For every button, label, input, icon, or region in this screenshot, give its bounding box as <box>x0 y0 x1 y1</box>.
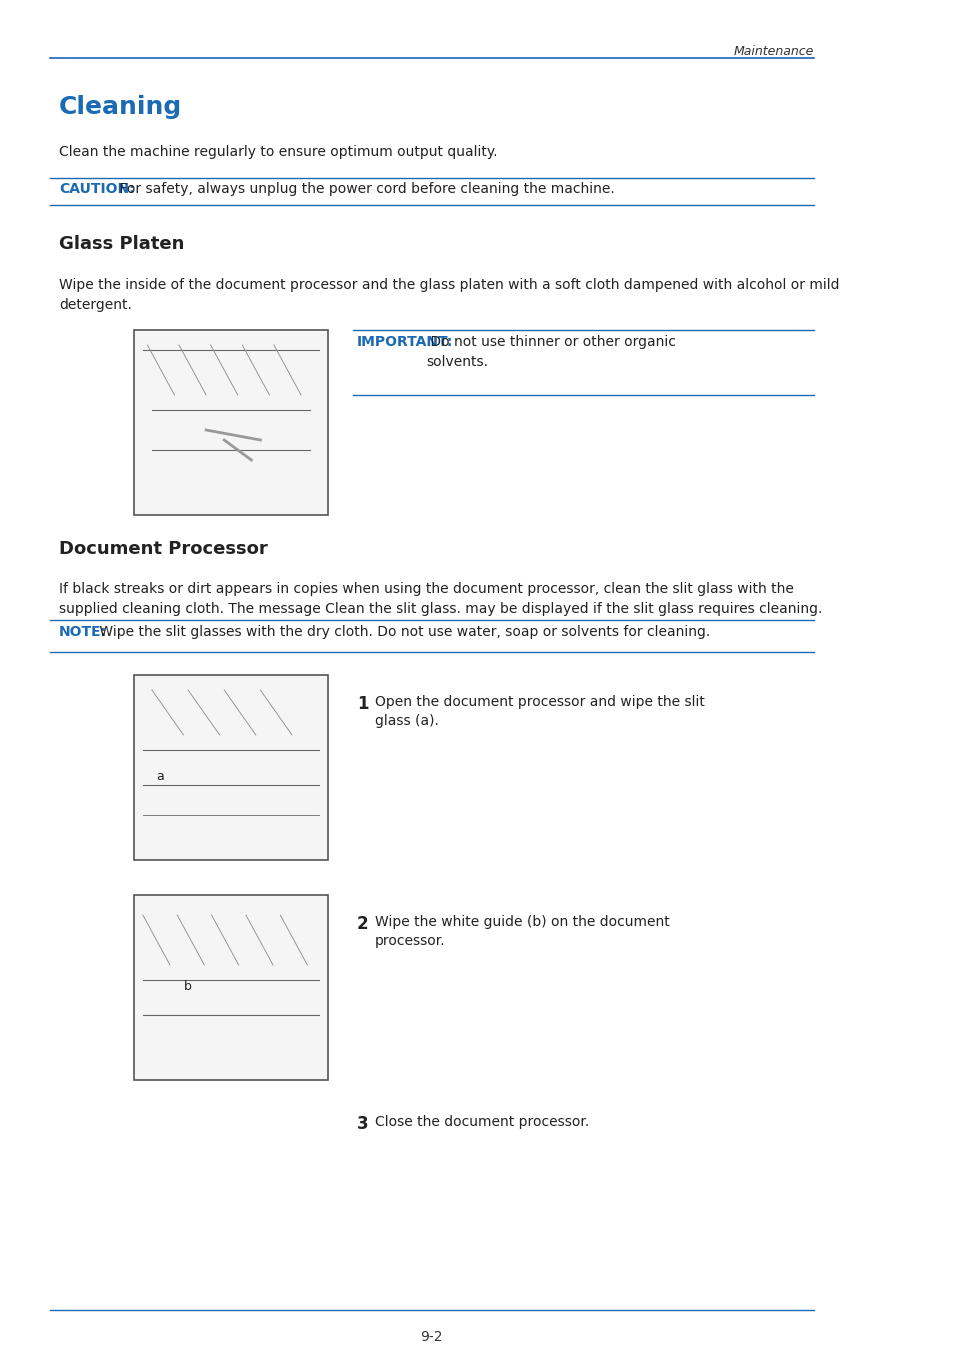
Text: 3: 3 <box>356 1115 369 1133</box>
Text: Cleaning: Cleaning <box>59 95 182 119</box>
Text: Clean the machine regularly to ensure optimum output quality.: Clean the machine regularly to ensure op… <box>59 144 497 159</box>
Bar <box>133 675 328 860</box>
Text: b: b <box>183 980 192 994</box>
Text: Open the document processor and wipe the slit
glass (a).: Open the document processor and wipe the… <box>375 695 704 729</box>
Text: Wipe the inside of the document processor and the glass platen with a soft cloth: Wipe the inside of the document processo… <box>59 278 839 312</box>
Text: Wipe the white guide (b) on the document
processor.: Wipe the white guide (b) on the document… <box>375 915 669 949</box>
Text: Do not use thinner or other organic
solvents.: Do not use thinner or other organic solv… <box>425 335 675 369</box>
Text: NOTE:: NOTE: <box>59 625 107 639</box>
Text: a: a <box>156 769 164 783</box>
Text: CAUTION:: CAUTION: <box>59 182 134 196</box>
Text: 2: 2 <box>356 915 369 933</box>
Text: Glass Platen: Glass Platen <box>59 235 184 252</box>
Text: For safety, always unplug the power cord before cleaning the machine.: For safety, always unplug the power cord… <box>114 182 614 196</box>
Text: 1: 1 <box>356 695 368 713</box>
Text: 9-2: 9-2 <box>419 1330 442 1345</box>
Text: If black streaks or dirt appears in copies when using the document processor, cl: If black streaks or dirt appears in copi… <box>59 582 821 616</box>
Text: Document Processor: Document Processor <box>59 540 267 558</box>
Text: Close the document processor.: Close the document processor. <box>375 1115 589 1129</box>
Bar <box>133 895 328 1080</box>
Bar <box>133 329 328 514</box>
Text: Wipe the slit glasses with the dry cloth. Do not use water, soap or solvents for: Wipe the slit glasses with the dry cloth… <box>95 625 709 639</box>
Text: IMPORTANT:: IMPORTANT: <box>356 335 453 350</box>
Text: Maintenance: Maintenance <box>733 45 813 58</box>
